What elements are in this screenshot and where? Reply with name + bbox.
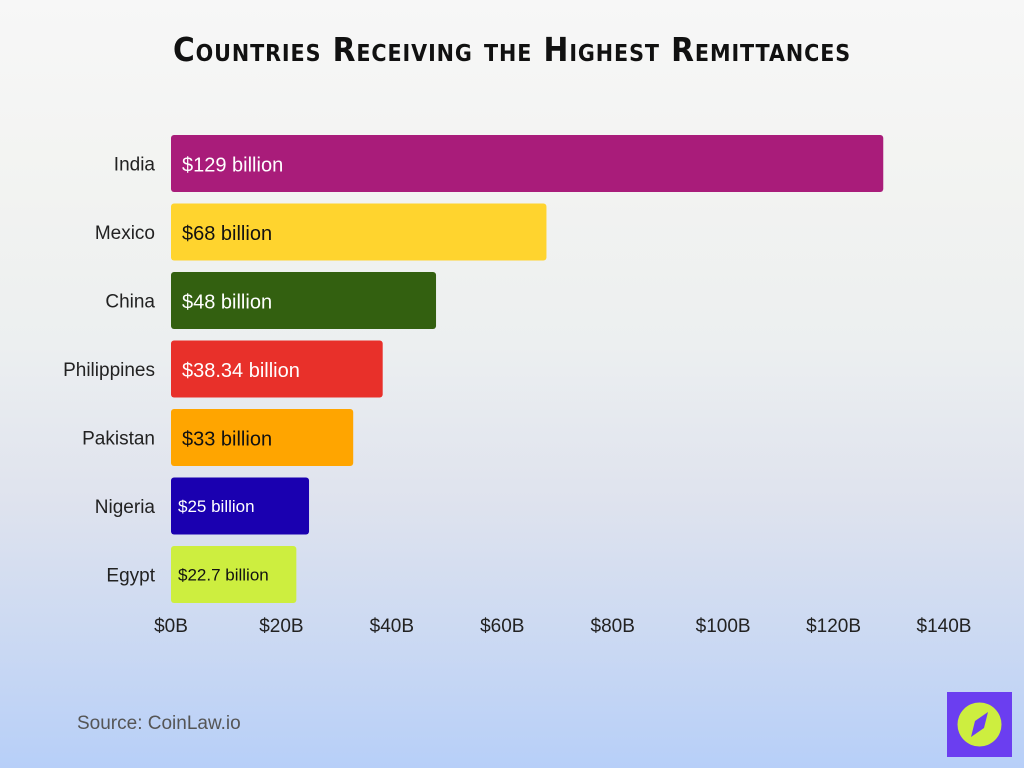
logo — [947, 692, 1012, 757]
compass-icon — [957, 702, 1002, 747]
x-tick-label: $80B — [591, 616, 635, 637]
data-label: $33 billion — [182, 429, 272, 451]
x-tick-label: $120B — [806, 616, 861, 637]
category-label: Egypt — [106, 566, 155, 587]
bar-nigeria — [171, 477, 310, 535]
bar-philippines — [171, 340, 383, 398]
bar-mexico — [171, 203, 547, 261]
category-label: Nigeria — [95, 497, 156, 518]
bar-egypt — [171, 546, 297, 603]
category-label: Mexico — [95, 223, 155, 244]
data-label: $22.7 billion — [178, 566, 269, 585]
category-label: Philippines — [63, 360, 155, 381]
data-label: $129 billion — [182, 155, 283, 177]
category-label: Pakistan — [82, 429, 155, 450]
x-tick-label: $0B — [154, 616, 188, 637]
x-tick-label: $20B — [259, 616, 303, 637]
data-label: $68 billion — [182, 223, 272, 245]
data-label: $38.34 billion — [182, 360, 300, 382]
chart-title: Countries Receiving the Highest Remittan… — [172, 30, 852, 69]
source-text: Source: CoinLaw.io — [77, 713, 241, 734]
bar-china — [171, 272, 437, 329]
x-tick-label: $60B — [480, 616, 524, 637]
x-tick-label: $140B — [917, 616, 972, 637]
bar-pakistan — [171, 409, 354, 466]
category-label: China — [105, 292, 155, 313]
x-tick-label: $40B — [370, 616, 414, 637]
x-tick-label: $100B — [696, 616, 751, 637]
data-label: $48 billion — [182, 292, 272, 314]
bar-india — [171, 135, 884, 192]
category-label: India — [114, 155, 156, 176]
data-label: $25 billion — [178, 497, 255, 516]
